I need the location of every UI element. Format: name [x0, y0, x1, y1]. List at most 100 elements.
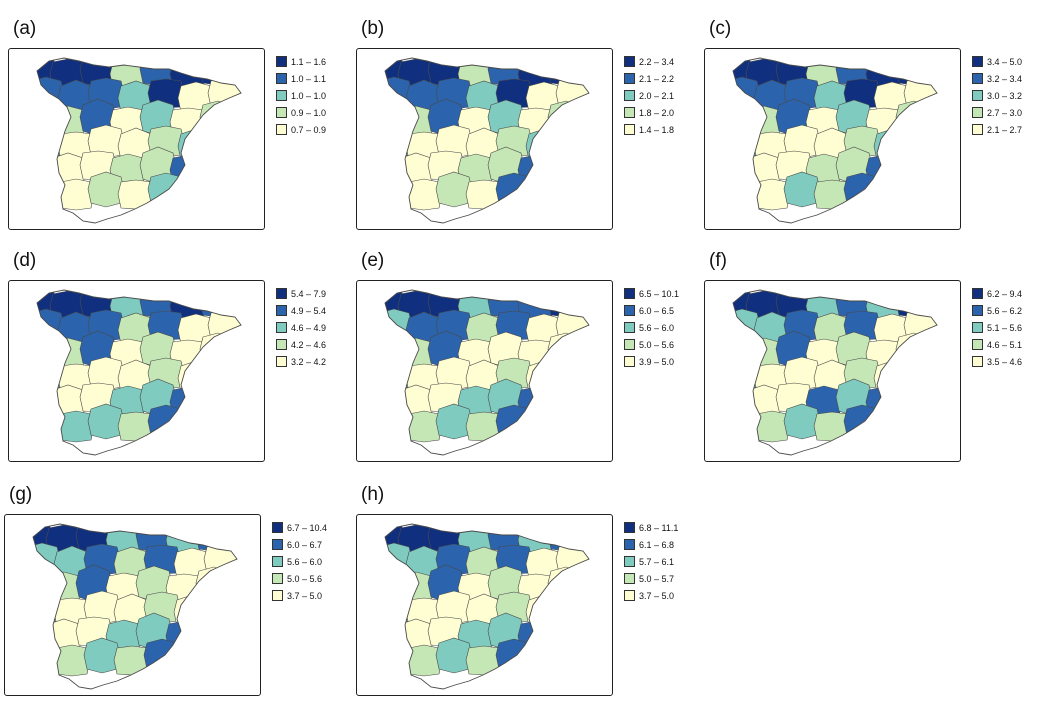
legend-item: 3.2 – 3.4: [972, 70, 1022, 87]
legend-item: 1.1 – 1.6: [276, 53, 326, 70]
province-region: [895, 100, 933, 135]
province-region: [177, 175, 215, 214]
province-region: [53, 644, 91, 677]
legend-item: 3.7 – 5.0: [624, 587, 678, 604]
province-region: [37, 334, 57, 365]
panel-tag: (f): [709, 250, 727, 271]
province-region: [203, 639, 237, 672]
province-region: [199, 332, 237, 367]
province-region: [199, 58, 237, 86]
panel-tag: (d): [13, 250, 37, 271]
choropleth-map: [384, 57, 590, 224]
province-region: [733, 76, 761, 111]
legend-swatch: [624, 288, 635, 299]
province-region: [195, 566, 233, 601]
province-region: [195, 524, 233, 552]
legend: 1.1 – 1.6 1.0 – 1.1 1.0 – 1.0 0.9 – 1.0 …: [276, 53, 326, 138]
province-region: [37, 308, 65, 343]
panel-tag: (h): [361, 484, 385, 505]
legend-label: 2.2 – 3.4: [639, 56, 675, 67]
legend-item: 5.6 – 6.2: [972, 302, 1022, 319]
legend-swatch: [972, 56, 983, 67]
legend-swatch: [972, 339, 983, 350]
province-region: [547, 566, 585, 601]
legend-label: 3.9 – 5.0: [639, 356, 675, 367]
province-region: [435, 637, 473, 674]
province-region: [33, 568, 53, 599]
legend-item: 4.6 – 4.9: [276, 319, 326, 336]
choropleth-map: [32, 523, 238, 690]
legend-swatch: [276, 356, 287, 367]
province-region: [873, 360, 911, 397]
panel-h: (h) 6.8 – 11.1 6.1 – 6.8 5.7 – 6.1 5.0 –…: [356, 484, 701, 724]
legend-item: 1.0 – 1.1: [276, 70, 326, 87]
province-region: [173, 594, 211, 631]
province-region: [199, 100, 237, 135]
legend-item: 0.9 – 1.0: [276, 104, 326, 121]
legend-swatch: [624, 56, 635, 67]
province-region: [903, 126, 937, 157]
panel-a: (a) 1.1 – 1.6 1.0 – 1.1 1.0 – 1.0 0.9 – …: [8, 18, 353, 258]
legend-label: 3.5 – 4.6: [987, 356, 1023, 367]
legend-label: 1.0 – 1.1: [291, 73, 327, 84]
legend-item: 6.0 – 6.5: [624, 302, 679, 319]
legend-swatch: [624, 556, 635, 567]
province-region: [385, 568, 405, 599]
province-region: [547, 100, 585, 135]
province-region: [903, 173, 937, 206]
legend-label: 5.7 – 6.1: [639, 556, 675, 567]
map-frame: [8, 48, 265, 230]
province-region: [733, 402, 761, 441]
province-region: [385, 149, 405, 182]
province-region: [495, 404, 533, 439]
legend-item: 5.7 – 6.1: [624, 553, 678, 570]
legend-item: 2.1 – 2.7: [972, 121, 1022, 138]
province-region: [37, 402, 65, 441]
legend-label: 5.0 – 5.7: [639, 573, 675, 584]
province-region: [547, 58, 585, 86]
province-region: [173, 641, 211, 680]
province-region: [555, 639, 589, 672]
legend-label: 5.4 – 7.9: [291, 288, 327, 299]
province-region: [783, 171, 821, 208]
map-frame: [356, 280, 613, 462]
province-region: [435, 403, 473, 440]
legend-item: 6.5 – 10.1: [624, 285, 679, 302]
map-frame: [356, 48, 613, 230]
legend-label: 2.0 – 2.1: [639, 90, 675, 101]
coastline-outline: [384, 289, 590, 456]
coastline-outline: [32, 523, 238, 690]
map-frame: [356, 514, 613, 696]
legend-swatch: [272, 522, 283, 533]
legend-label: 6.0 – 6.7: [287, 539, 323, 550]
province-region: [87, 171, 125, 208]
legend-label: 4.9 – 5.4: [291, 305, 327, 316]
province-region: [177, 407, 215, 446]
province-region: [57, 410, 95, 443]
legend-swatch: [624, 124, 635, 135]
legend-item: 0.7 – 0.9: [276, 121, 326, 138]
legend-swatch: [272, 590, 283, 601]
province-region: [83, 637, 121, 674]
province-region: [843, 404, 881, 439]
legend-swatch: [972, 90, 983, 101]
panel-tag: (e): [361, 250, 385, 271]
province-region: [733, 381, 753, 414]
choropleth-map: [732, 57, 938, 224]
legend-swatch: [624, 590, 635, 601]
province-region: [873, 175, 911, 214]
legend-item: 3.4 – 5.0: [972, 53, 1022, 70]
province-region: [385, 402, 413, 441]
legend-label: 3.4 – 5.0: [987, 56, 1023, 67]
legend-item: 5.0 – 5.6: [272, 570, 327, 587]
legend-label: 0.7 – 0.9: [291, 124, 327, 135]
map-frame: [4, 514, 261, 696]
legend-swatch: [972, 107, 983, 118]
legend-swatch: [624, 539, 635, 550]
legend-swatch: [624, 107, 635, 118]
province-region: [733, 308, 761, 343]
province-region: [525, 594, 563, 631]
panel-tag: (b): [361, 18, 385, 39]
legend-item: 1.8 – 2.0: [624, 104, 674, 121]
province-region: [465, 179, 503, 210]
